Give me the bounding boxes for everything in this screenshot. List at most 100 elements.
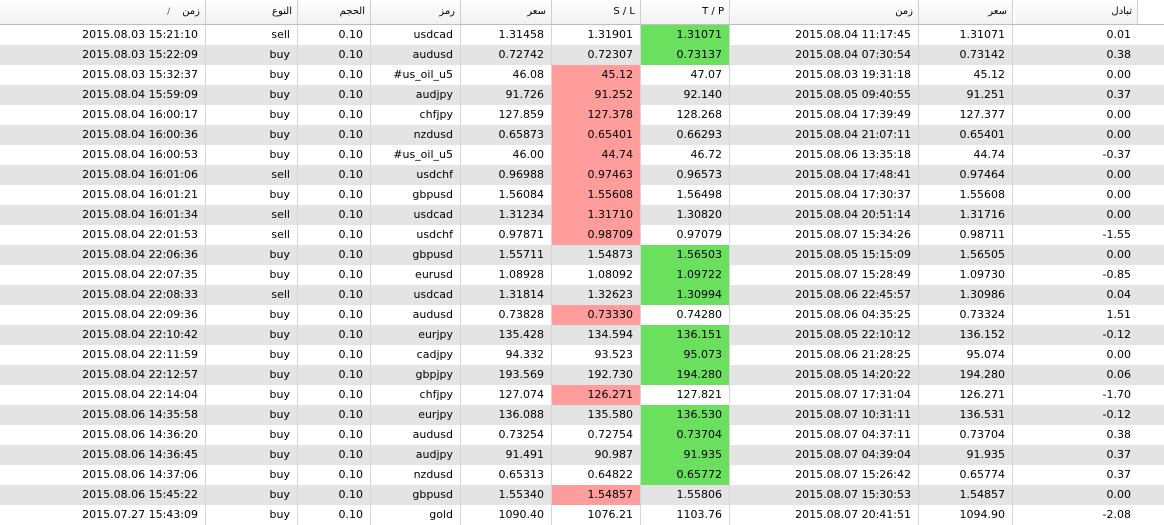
cell-volume: 0.10 — [298, 45, 371, 65]
cell-volume: 0.10 — [298, 485, 371, 505]
cell-volume: 0.10 — [298, 145, 371, 165]
cell-close-price: 1.30986 — [919, 285, 1013, 305]
cell-open-price: 127.859 — [461, 105, 552, 125]
table-row[interactable]: 2015.08.04 22:01:53 sell 0.10 usdchf 0.97871… — [0, 225, 1164, 245]
cell-close-time: 2015.08.07 15:26:42 — [731, 465, 919, 485]
cell-swap: -1.70 — [1102, 388, 1131, 401]
cell-take-profit: 92.140 — [641, 85, 730, 105]
cell-close-time: 2015.08.05 22:10:12 — [731, 325, 919, 345]
table-row[interactable]: 2015.08.03 15:21:10 sell 0.10 usdcad 1.31458… — [0, 25, 1164, 45]
cell-symbol: eurjpy — [371, 325, 461, 345]
cell-take-profit: 0.66293 — [641, 125, 730, 145]
cell-take-profit: 0.74280 — [641, 305, 730, 325]
column-header-type[interactable]: النوع — [206, 0, 298, 24]
column-header-open-time[interactable]: / زمن — [0, 0, 206, 24]
table-row[interactable]: 2015.07.27 15:43:09 buy 0.10 gold 1090.40 107… — [0, 505, 1164, 525]
table-row[interactable]: 2015.08.04 16:01:34 sell 0.10 usdcad 1.31234… — [0, 205, 1164, 225]
table-row[interactable]: 2015.08.06 14:36:45 buy 0.10 audjpy 91.491 90… — [0, 445, 1164, 465]
table-row[interactable]: 2015.08.04 16:00:36 buy 0.10 nzdusd 0.65873 0… — [0, 125, 1164, 145]
cell-close-time: 2015.08.06 21:28:25 — [731, 345, 919, 365]
cell-open-time: 2015.08.06 15:45:22 — [0, 485, 206, 505]
column-header-volume[interactable]: الحجم — [298, 0, 371, 24]
cell-close-price: 0.65401 — [919, 125, 1013, 145]
table-row[interactable]: 2015.08.06 14:37:06 buy 0.10 nzdusd 0.65313 0… — [0, 465, 1164, 485]
column-header-open-price[interactable]: سعر — [461, 0, 552, 24]
table-row[interactable]: 2015.08.04 16:01:21 buy 0.10 gbpusd 1.56084 1… — [0, 185, 1164, 205]
cell-open-time: 2015.08.06 14:36:45 — [0, 445, 206, 465]
cell-stop-loss: 1076.21 — [552, 505, 641, 525]
cell-take-profit: 1103.76 — [641, 505, 730, 525]
cell-close-price: 126.271 — [919, 385, 1013, 405]
cell-take-profit: 0.96573 — [641, 165, 730, 185]
cell-type: buy — [206, 345, 298, 365]
cell-close-price: 1.31716 — [919, 205, 1013, 225]
cell-take-profit: 91.935 — [641, 445, 730, 465]
cell-open-time: 2015.08.04 16:01:06 — [0, 165, 206, 185]
cell-stop-loss: 127.378 — [552, 105, 641, 125]
table-row[interactable]: 2015.08.04 22:06:36 buy 0.10 gbpusd 1.55711 1… — [0, 245, 1164, 265]
cell-type: buy — [206, 185, 298, 205]
table-body: 2015.08.03 15:21:10 sell 0.10 usdcad 1.31458… — [0, 25, 1164, 525]
column-header-stop-loss[interactable]: S / L — [552, 0, 641, 24]
table-row[interactable]: 2015.08.04 16:01:06 sell 0.10 usdchf 0.96988… — [0, 165, 1164, 185]
cell-type: buy — [206, 425, 298, 445]
cell-type: sell — [206, 25, 298, 45]
cell-stop-loss: 1.32623 — [552, 285, 641, 305]
cell-close-time: 2015.08.04 20:51:14 — [731, 205, 919, 225]
table-row[interactable]: 2015.08.06 14:35:58 buy 0.10 eurjpy 136.088 1… — [0, 405, 1164, 425]
cell-open-time: 2015.07.27 15:43:09 — [0, 505, 206, 525]
column-header-close-price[interactable]: سعر — [919, 0, 1013, 24]
cell-take-profit: 1.30994 — [641, 285, 730, 305]
table-row[interactable]: 2015.08.03 15:32:37 buy 0.10 #us_oil_u5 46.0… — [0, 65, 1164, 85]
column-header-take-profit[interactable]: T / P — [641, 0, 730, 24]
cell-open-price: 0.72742 — [461, 45, 552, 65]
cell-open-time: 2015.08.04 22:10:42 — [0, 325, 206, 345]
column-header-symbol[interactable]: رمز — [371, 0, 461, 24]
table-row[interactable]: 2015.08.03 15:22:09 buy 0.10 audusd 0.72742 0… — [0, 45, 1164, 65]
cell-open-price: 0.65873 — [461, 125, 552, 145]
table-row[interactable]: 2015.08.04 22:07:35 buy 0.10 eurusd 1.08928 1… — [0, 265, 1164, 285]
cell-take-profit: 136.151 — [641, 325, 730, 345]
table-row[interactable]: 2015.08.04 22:14:04 buy 0.10 chfjpy 127.074 1… — [0, 385, 1164, 405]
table-row[interactable]: 2015.08.06 14:36:20 buy 0.10 audusd 0.73254 0… — [0, 425, 1164, 445]
column-header-close-time[interactable]: زمن — [731, 0, 919, 24]
table-row[interactable]: 2015.08.04 22:11:59 buy 0.10 cadjpy 94.332 93… — [0, 345, 1164, 365]
cell-type: buy — [206, 145, 298, 165]
cell-open-time: 2015.08.04 15:59:09 — [0, 85, 206, 105]
table-row[interactable]: 2015.08.04 15:59:09 buy 0.10 audjpy 91.726 91… — [0, 85, 1164, 105]
cell-symbol: usdcad — [371, 205, 461, 225]
table-row[interactable]: 2015.08.04 22:12:57 buy 0.10 gbpjpy 193.569 1… — [0, 365, 1164, 385]
table-row[interactable]: 2015.08.04 22:10:42 buy 0.10 eurjpy 135.428 1… — [0, 325, 1164, 345]
column-header-swap[interactable]: تبادل — [1015, 0, 1138, 24]
cell-type: buy — [206, 45, 298, 65]
cell-symbol: usdchf — [371, 165, 461, 185]
cell-close-price: 91.935 — [919, 445, 1013, 465]
table-row[interactable]: 2015.08.04 16:00:17 buy 0.10 chfjpy 127.859 1… — [0, 105, 1164, 125]
table-row[interactable]: 2015.08.04 22:09:36 buy 0.10 audusd 0.73828 0… — [0, 305, 1164, 325]
cell-stop-loss: 91.252 — [552, 85, 641, 105]
cell-open-price: 1.31458 — [461, 25, 552, 45]
cell-open-price: 1.55340 — [461, 485, 552, 505]
cell-volume: 0.10 — [298, 65, 371, 85]
cell-open-price: 1.31234 — [461, 205, 552, 225]
cell-symbol: audjpy — [371, 85, 461, 105]
cell-stop-loss: 134.594 — [552, 325, 641, 345]
cell-close-time: 2015.08.07 15:30:53 — [731, 485, 919, 505]
cell-swap: 0.37 — [1106, 468, 1132, 481]
cell-type: buy — [206, 385, 298, 405]
cell-close-time: 2015.08.07 04:39:04 — [731, 445, 919, 465]
table-row[interactable]: 2015.08.04 16:00:53 buy 0.10 #us_oil_u5 46.0… — [0, 145, 1164, 165]
table-row[interactable]: 2015.08.04 22:08:33 sell 0.10 usdcad 1.31814… — [0, 285, 1164, 305]
cell-open-price: 0.97871 — [461, 225, 552, 245]
table-row[interactable]: 2015.08.06 15:45:22 buy 0.10 gbpusd 1.55340 1… — [0, 485, 1164, 505]
cell-swap: 0.00 — [1106, 128, 1132, 141]
cell-volume: 0.10 — [298, 225, 371, 245]
cell-volume: 0.10 — [298, 385, 371, 405]
cell-close-time: 2015.08.04 11:17:45 — [731, 25, 919, 45]
cell-stop-loss: 45.12 — [552, 65, 641, 85]
cell-open-time: 2015.08.04 22:12:57 — [0, 365, 206, 385]
cell-stop-loss: 0.72307 — [552, 45, 641, 65]
cell-open-time: 2015.08.03 15:32:37 — [0, 65, 206, 85]
cell-stop-loss: 1.54857 — [552, 485, 641, 505]
cell-close-time: 2015.08.05 15:15:09 — [731, 245, 919, 265]
